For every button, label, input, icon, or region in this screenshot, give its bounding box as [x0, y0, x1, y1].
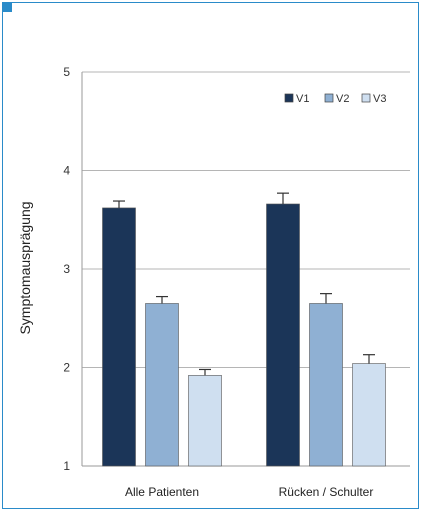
bar-v3-0: [188, 375, 222, 467]
bar-v1-1: [266, 203, 300, 467]
legend-swatch-v1: [284, 93, 294, 103]
bar-v2-0: [145, 303, 179, 467]
y-tick-label: 3: [63, 262, 70, 276]
bar-v3-1: [352, 363, 386, 467]
y-tick-label: 2: [63, 361, 70, 375]
category-label: Rücken / Schulter: [279, 485, 374, 499]
legend: V1 V2 V3: [284, 93, 386, 105]
legend-label-v3: V3: [373, 93, 386, 105]
error-bars: [113, 192, 375, 376]
legend-label-v1: V1: [296, 93, 309, 105]
y-tick-label: 4: [63, 164, 70, 178]
corner-tab: [2, 2, 12, 12]
y-tick-label: 5: [63, 65, 70, 79]
category-label: Alle Patienten: [125, 485, 199, 499]
bars: [102, 203, 386, 467]
legend-swatch-v3: [361, 93, 371, 103]
y-axis-label: Symptomausprägung: [17, 201, 33, 334]
legend-swatch-v2: [324, 93, 334, 103]
y-tick-labels: 1 2 3 4 5: [63, 65, 70, 473]
bar-v2-1: [309, 303, 343, 467]
category-labels: Alle Patienten Rücken / Schulter: [125, 485, 373, 499]
bar-v1-0: [102, 207, 136, 467]
y-tick-label: 1: [63, 459, 70, 473]
legend-label-v2: V2: [336, 93, 349, 105]
